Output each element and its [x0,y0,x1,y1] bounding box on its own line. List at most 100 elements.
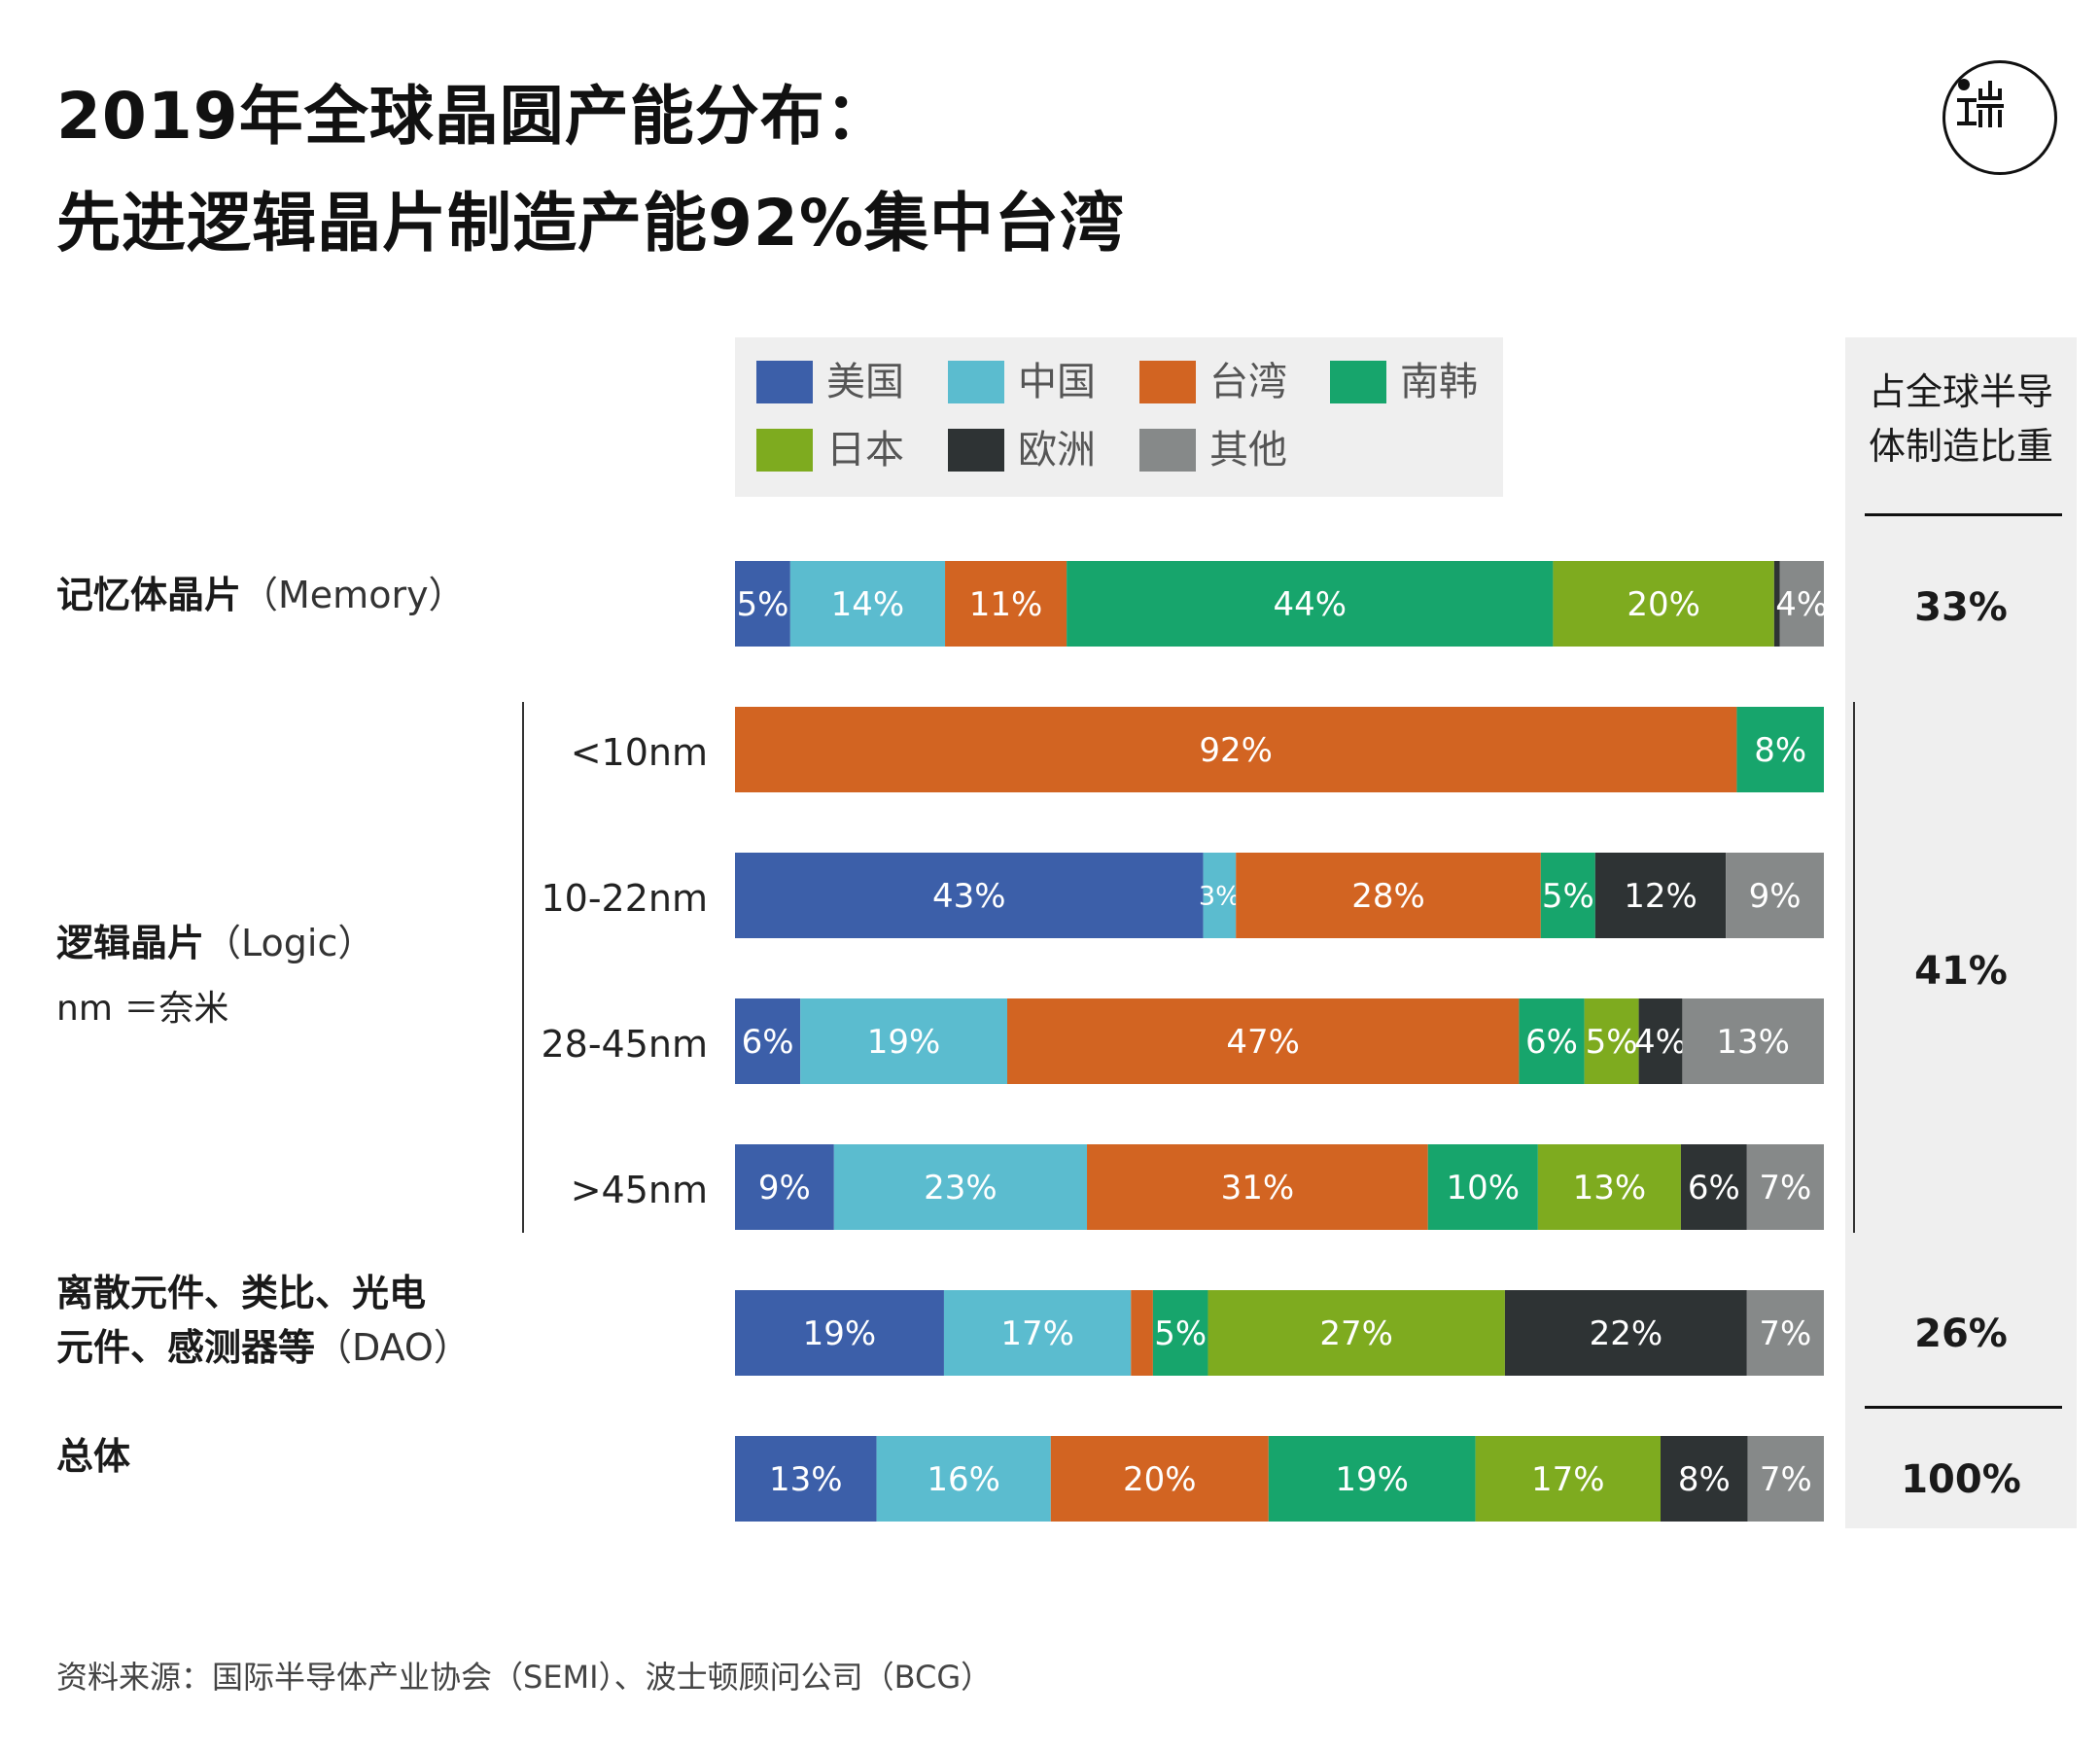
bar-segment [1152,1290,1208,1376]
bar-value-label: 31% [1221,1169,1295,1208]
bar-segment [1131,1290,1153,1376]
bar-value-label: 16% [927,1460,1000,1499]
logic-bracket-line [522,702,524,1233]
bar-segment [735,561,790,647]
bar-value-label: 13% [1716,1023,1790,1062]
source-note: 资料来源：国际半导体产业协会（SEMI）、波士顿顾问公司（BCG） [56,1659,993,1696]
bar-value-label: 13% [769,1460,843,1499]
bar-segment [1268,1436,1476,1522]
node-label-10-22nm: 10-22nm [541,877,708,920]
legend-swatch [1330,361,1386,403]
bar-segment [1638,998,1683,1084]
legend-swatch [1139,361,1196,403]
bar-value-label: 13% [1573,1169,1647,1208]
bar-value-label: 19% [1335,1460,1409,1499]
share-logic-bracket [1853,702,1855,1233]
logic-unit-note: nm ＝奈米 [56,989,229,1029]
category-label-dao: 元件、感测器等（DAO） [56,1320,471,1375]
category-logic-cn: 逻辑晶片 [56,922,205,964]
bar-segment [833,1144,1088,1230]
bar-value-label: 28% [1351,877,1425,916]
bar-value-label: 23% [924,1169,998,1208]
category-label-total: 总体 [56,1435,131,1478]
category-label-logic: 逻辑晶片（Logic） [56,916,374,970]
logo-dot [1958,79,1970,90]
bar-segment [1203,853,1237,938]
bar-segment [1746,1144,1824,1230]
category-label-dao-line1: 离散元件、类比、光电 [56,1272,427,1314]
bar-segment [1050,1436,1269,1522]
brand-logo-icon [1942,60,2057,175]
bar-value-label: 4% [1775,585,1828,624]
bar-value-label: 6% [742,1023,794,1062]
share-panel: 占全球半导 体制造比重 33% 41% 26% 100% [1845,337,2077,1528]
legend-swatch [756,429,813,472]
legend-label: 南韩 [1400,360,1478,404]
bar-value-label: 4% [1634,1023,1687,1062]
bar-value-label: 19% [803,1314,877,1353]
legend-swatch [756,361,813,403]
bar-segment [735,853,1204,938]
bar-segment [1773,561,1780,647]
bar-value-label: 7% [1760,1460,1812,1499]
bar-segment [735,1144,834,1230]
bar-value-label: 5% [1542,877,1594,916]
bar-value-label: 7% [1759,1169,1811,1208]
node-label-lt10nm: <10nm [570,731,708,774]
bar-segment [735,707,1737,792]
bar-segment [1427,1144,1538,1230]
bar-value-label: 3% [1199,882,1241,912]
bar-segment [943,1290,1132,1376]
node-label-gt45nm: >45nm [570,1169,708,1211]
legend-label: 其他 [1209,428,1287,472]
bar-segment [1553,561,1774,647]
bar-value-label: 5% [1154,1314,1207,1353]
bar-segment [1519,998,1585,1084]
legend-swatch [1139,429,1196,472]
share-dao: 26% [1914,1312,2008,1356]
share-logic: 41% [1914,949,2008,994]
category-logic-en: （Logic） [204,922,375,964]
legend-label: 日本 [826,428,904,472]
bar-value-label: 47% [1226,1023,1300,1062]
bar-value-label: 19% [867,1023,941,1062]
category-dao-en: （DAO） [315,1326,471,1369]
logo-glyph-icon [1957,81,2004,127]
chart-title-line1: 2019年全球晶圆产能分布： [56,79,891,154]
bar-segment [1540,853,1595,938]
bar-segment [1236,853,1541,938]
bar-segment [735,1290,944,1376]
bar-value-label: 12% [1624,877,1698,916]
bar-value-label: 10% [1447,1169,1521,1208]
bar-segment [1726,853,1824,938]
bar-value-label: 17% [1000,1314,1074,1353]
bar-value-label: 9% [758,1169,811,1208]
bar-segment [1087,1144,1428,1230]
legend-label: 台湾 [1209,360,1287,404]
bar-segment [735,998,801,1084]
legend-swatch [948,429,1004,472]
bar-value-label: 27% [1319,1314,1393,1353]
bar-segment [1680,1144,1747,1230]
share-total-rule [1865,1406,2062,1409]
bar-value-label: 17% [1531,1460,1605,1499]
bar-segment [800,998,1007,1084]
share-header-rule [1865,513,2062,516]
bar-segment [1747,1436,1824,1522]
bar-segment [1661,1436,1748,1522]
bar-value-label: 11% [969,585,1043,624]
bar-segment [1584,998,1639,1084]
share-header: 占全球半导 体制造比重 [1845,365,2077,473]
bar-segment [1208,1290,1505,1376]
bar-value-label: 44% [1273,585,1347,624]
category-memory-en: （Memory） [241,574,466,616]
bar-value-label: 8% [1678,1460,1731,1499]
share-memory: 33% [1914,585,2008,630]
category-memory-cn: 记忆体晶片 [56,574,242,616]
bar-value-label: 20% [1627,585,1700,624]
bar-segment [1007,998,1520,1084]
category-label-memory: 记忆体晶片（Memory） [56,568,466,622]
bar-value-label: 22% [1590,1314,1663,1353]
bar-value-label: 43% [932,877,1006,916]
